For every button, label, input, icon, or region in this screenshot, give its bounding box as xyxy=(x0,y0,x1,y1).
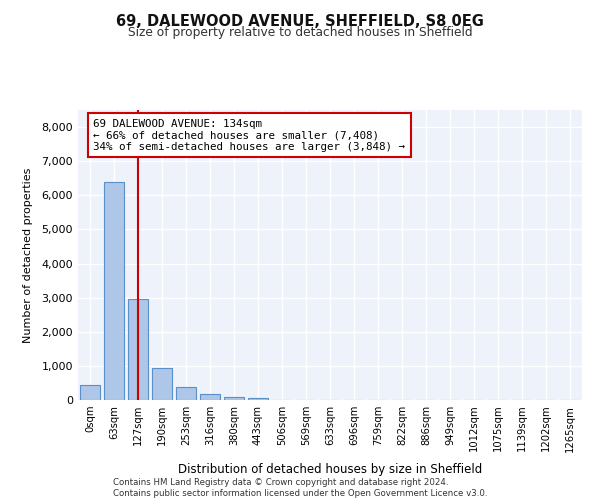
Y-axis label: Number of detached properties: Number of detached properties xyxy=(23,168,33,342)
Bar xyxy=(104,182,124,400)
Bar xyxy=(128,300,148,400)
X-axis label: Distribution of detached houses by size in Sheffield: Distribution of detached houses by size … xyxy=(178,462,482,475)
Bar xyxy=(80,386,100,400)
Bar xyxy=(152,368,172,400)
Text: Contains HM Land Registry data © Crown copyright and database right 2024.
Contai: Contains HM Land Registry data © Crown c… xyxy=(113,478,487,498)
Bar xyxy=(248,398,268,400)
Text: Size of property relative to detached houses in Sheffield: Size of property relative to detached ho… xyxy=(128,26,472,39)
Bar xyxy=(200,394,220,400)
Text: 69, DALEWOOD AVENUE, SHEFFIELD, S8 0EG: 69, DALEWOOD AVENUE, SHEFFIELD, S8 0EG xyxy=(116,14,484,29)
Text: 69 DALEWOOD AVENUE: 134sqm
← 66% of detached houses are smaller (7,408)
34% of s: 69 DALEWOOD AVENUE: 134sqm ← 66% of deta… xyxy=(93,118,405,152)
Bar xyxy=(176,387,196,400)
Bar xyxy=(224,398,244,400)
